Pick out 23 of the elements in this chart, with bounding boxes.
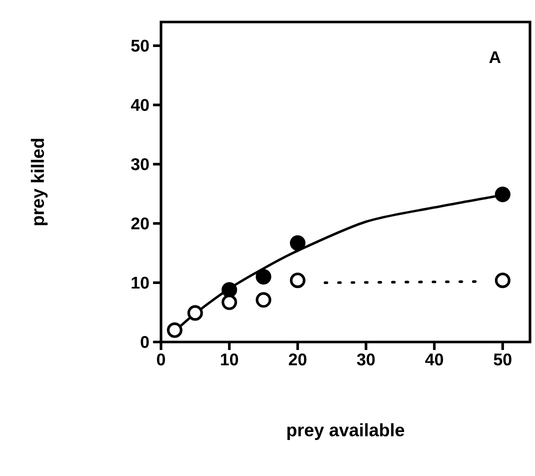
y-axis-title: prey killed <box>30 138 48 226</box>
y-tick-label: 20 <box>131 217 149 230</box>
y-tick-label: 40 <box>130 98 149 111</box>
point <box>187 305 203 321</box>
point <box>290 272 306 288</box>
point <box>290 235 306 251</box>
point <box>256 292 272 308</box>
y-tick-label: 50 <box>131 40 149 52</box>
x-tick-label: 40 <box>425 353 444 366</box>
x-tick-label: 0 <box>156 353 166 366</box>
point <box>166 322 182 338</box>
point <box>222 294 238 310</box>
x-axis-title: prey available <box>287 423 404 440</box>
y-tick-label: 10 <box>132 276 149 289</box>
point <box>256 269 272 285</box>
y-tick-label: 30 <box>131 158 149 170</box>
x-tick-label: 20 <box>288 353 306 366</box>
annotation: A <box>489 51 501 64</box>
x-tick-label: 50 <box>494 353 512 366</box>
point <box>222 282 238 298</box>
x-tick-label: 30 <box>356 353 375 366</box>
x-tick-label: 10 <box>220 353 238 366</box>
y-tick-label: 0 <box>140 336 149 348</box>
